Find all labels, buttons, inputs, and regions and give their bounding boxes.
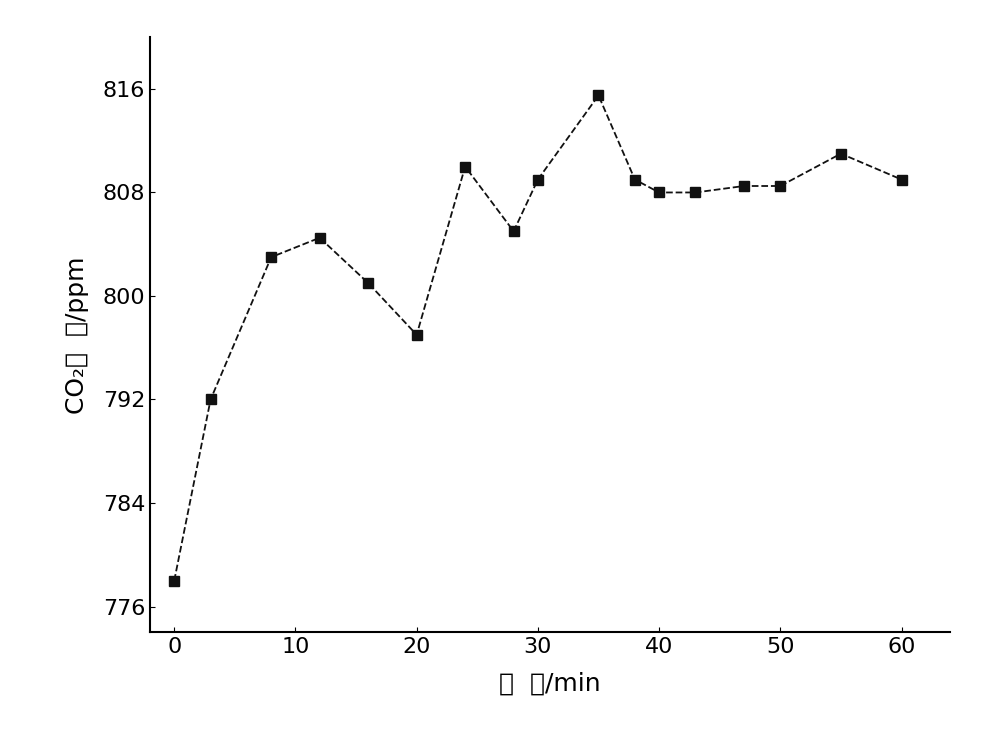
X-axis label: 时  间/min: 时 间/min xyxy=(499,671,601,695)
Y-axis label: CO₂浓  度/ppm: CO₂浓 度/ppm xyxy=(65,256,89,414)
